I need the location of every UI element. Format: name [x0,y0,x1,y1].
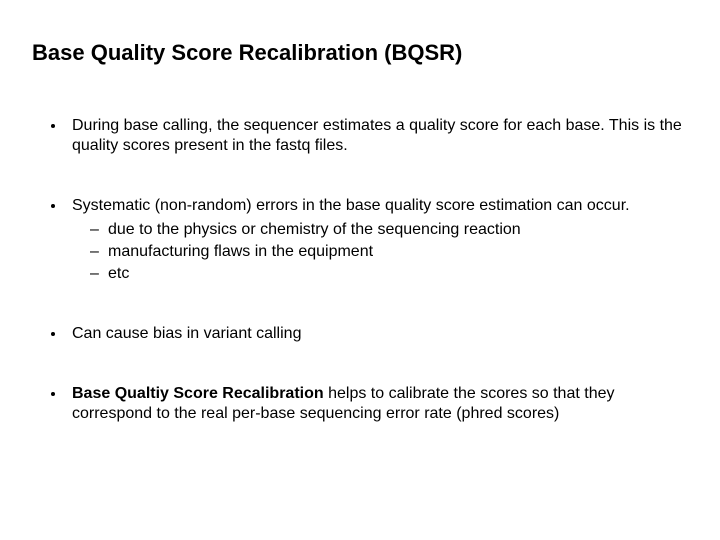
bullet-list: During base calling, the sequencer estim… [28,116,692,424]
sub-bullet-list: due to the physics or chemistry of the s… [72,220,692,284]
slide-title: Base Quality Score Recalibration (BQSR) [28,40,692,66]
sub-bullet-text: due to the physics or chemistry of the s… [108,221,521,238]
sub-bullet-item: etc [94,264,692,284]
bullet-item-1: During base calling, the sequencer estim… [66,116,692,156]
slide: Base Quality Score Recalibration (BQSR) … [0,0,720,540]
bullet-text-bold: Base Qualtiy Score Recalibration [72,385,324,402]
bullet-item-2: Systematic (non-random) errors in the ba… [66,196,692,284]
bullet-text: Can cause bias in variant calling [72,325,301,342]
bullet-text: During base calling, the sequencer estim… [72,117,682,154]
sub-bullet-text: manufacturing flaws in the equipment [108,243,373,260]
bullet-text: Systematic (non-random) errors in the ba… [72,197,630,214]
bullet-item-3: Can cause bias in variant calling [66,324,692,344]
sub-bullet-item: manufacturing flaws in the equipment [94,242,692,262]
bullet-item-4: Base Qualtiy Score Recalibration helps t… [66,384,692,424]
sub-bullet-item: due to the physics or chemistry of the s… [94,220,692,240]
sub-bullet-text: etc [108,265,129,282]
